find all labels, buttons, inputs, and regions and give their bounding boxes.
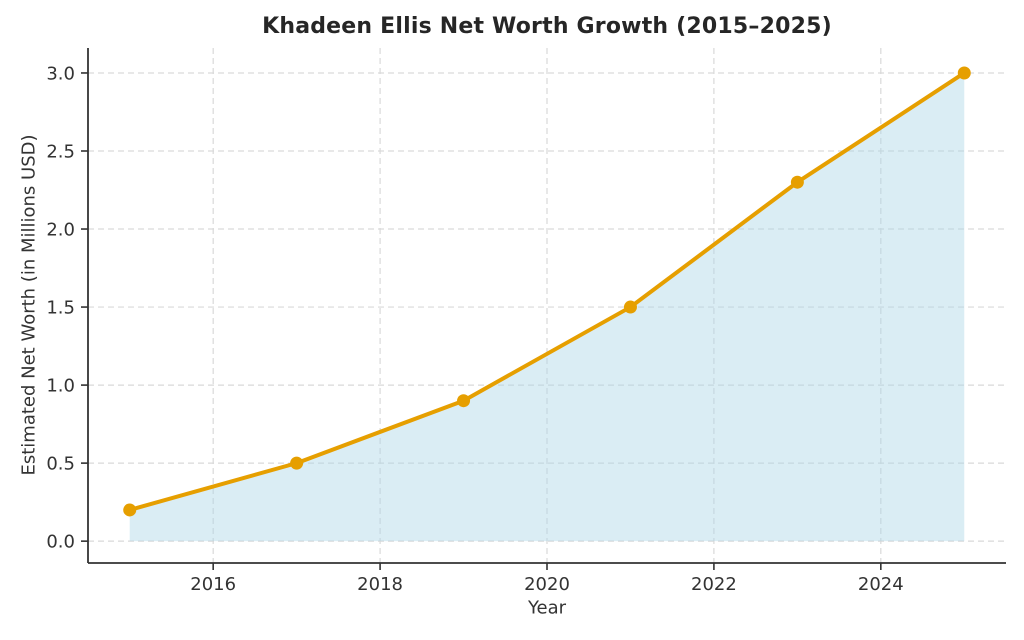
trend-line — [127, 70, 967, 512]
x-tick-label: 2022 — [691, 574, 737, 595]
x-tick-label: 2020 — [524, 574, 570, 595]
x-tick-label: 2024 — [858, 574, 904, 595]
data-point-2019 — [457, 394, 471, 408]
data-point-2017 — [290, 456, 304, 470]
x-axis-label: Year — [527, 597, 567, 619]
y-tick-label: 0.5 — [46, 453, 75, 474]
y-tick-label: 3.0 — [46, 63, 75, 84]
y-tick-label: 2.5 — [46, 141, 75, 162]
y-tick-label: 2.0 — [46, 219, 75, 240]
data-point-2015 — [123, 503, 137, 517]
data-point-2023 — [790, 175, 804, 189]
x-tick-label: 2016 — [190, 574, 236, 595]
chart-title: Khadeen Ellis Net Worth Growth (2015–202… — [262, 14, 832, 39]
area-fill — [129, 72, 965, 542]
data-point-2025 — [957, 66, 971, 80]
y-tick-label: 1.0 — [46, 375, 75, 396]
data-point-2021 — [623, 300, 637, 314]
y-tick-label: 1.5 — [46, 297, 75, 318]
y-tick-label: 0.0 — [46, 531, 75, 552]
y-axis-label: Estimated Net Worth (in Millions USD) — [18, 134, 40, 476]
x-tick-label: 2018 — [357, 574, 403, 595]
